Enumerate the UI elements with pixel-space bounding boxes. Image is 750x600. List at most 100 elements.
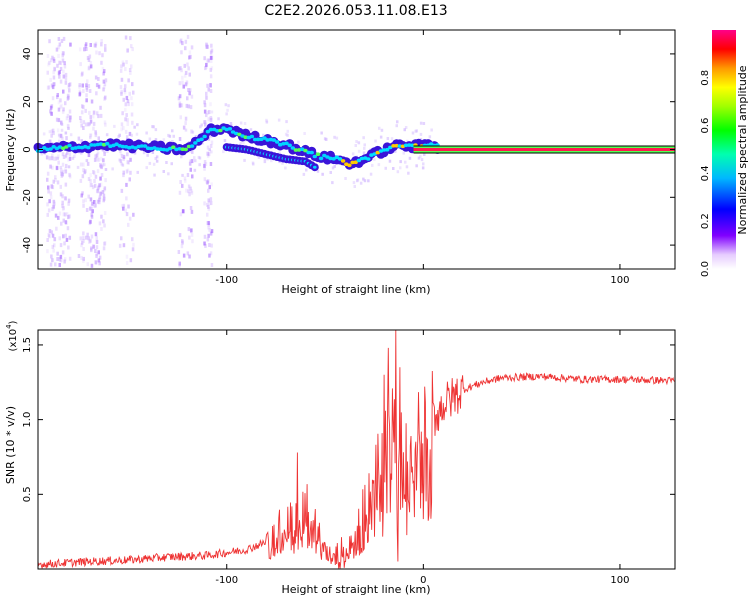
spectrogram-noise-mark	[56, 63, 59, 68]
ridge-core-mark	[356, 158, 362, 163]
spectrogram-noise-mark	[60, 221, 63, 226]
spectrogram-noise-mark	[184, 178, 187, 183]
spectrogram-noise-mark	[89, 60, 93, 65]
spectrogram-noise-mark	[199, 125, 202, 129]
spectrogram-noise-mark	[48, 39, 51, 44]
spectrogram-y-ticks: -40 -20 0 20 40	[22, 48, 675, 253]
spectrogram-noise-mark	[87, 84, 91, 88]
spectrogram-noise-mark	[171, 129, 174, 133]
spectrogram-noise-mark	[78, 47, 82, 52]
ridge-core-mark	[391, 144, 396, 148]
spectrogram-noise-mark	[97, 258, 100, 263]
spectrogram-noise-mark	[344, 177, 347, 180]
spectrogram-noise-mark	[188, 50, 192, 55]
spectrogram-noise-mark	[96, 186, 100, 191]
spectrogram-noise-mark	[170, 162, 173, 166]
spectrogram-noise-mark	[94, 249, 97, 253]
spectrogram-noise-mark	[82, 120, 86, 125]
ridge-core-mark	[318, 156, 324, 161]
spectrogram-noise-mark	[87, 236, 90, 241]
spectrogram-noise-mark	[97, 84, 101, 89]
snr-x-tick-label: 100	[610, 575, 629, 586]
spectrogram-noise-mark	[123, 88, 127, 93]
ridge-core-mark	[155, 147, 160, 151]
spectrogram-y-tick-label: 0	[22, 146, 33, 152]
spectrogram-noise-mark	[388, 159, 392, 163]
spectrogram-noise-mark	[188, 55, 191, 60]
spectrogram-noise-mark	[359, 181, 363, 185]
spectrogram-noise-mark	[82, 168, 85, 173]
spectrogram-noise-mark	[392, 167, 395, 170]
spectrogram-noise-mark	[177, 250, 181, 254]
spectrogram-noise-mark	[48, 229, 52, 233]
spectrogram-noise-mark	[356, 179, 359, 183]
spectrogram-noise-mark	[71, 156, 75, 160]
spectrogram-noise-mark	[178, 190, 182, 195]
ridge-core-mark	[120, 144, 126, 149]
spectrogram-noise-mark	[210, 182, 213, 187]
spectrogram-noise-mark	[61, 203, 64, 208]
snr-scale-label: (x104)	[5, 320, 19, 351]
spectrogram-noise-mark	[67, 83, 71, 87]
spectrogram-noise-mark	[168, 134, 172, 138]
spectrogram-noise-mark	[102, 79, 106, 84]
spectrogram-noise-mark	[89, 179, 92, 184]
ridge-core-mark	[202, 134, 207, 139]
spectrogram-noise-mark	[63, 64, 67, 69]
spectrogram-noise-mark	[96, 199, 100, 204]
spectrogram-noise-mark	[61, 194, 64, 199]
spectrogram-noise-mark	[88, 110, 91, 115]
spectrogram-noise-mark	[53, 67, 56, 72]
spectrogram-noise-mark	[379, 135, 383, 139]
spectrogram-noise-mark	[129, 36, 132, 41]
spectrogram-noise-mark	[59, 254, 63, 259]
spectrogram-noise-mark	[60, 122, 63, 126]
spectrogram-noise-mark	[402, 151, 405, 155]
ridge-core-mark	[105, 141, 110, 146]
spectrogram-noise-mark	[154, 157, 157, 160]
spectrogram-noise-mark	[404, 126, 408, 129]
spectrogram-noise-mark	[186, 173, 190, 177]
spectrogram-noise-mark	[209, 201, 213, 206]
spectrogram-marks	[33, 34, 675, 268]
spectrogram-noise-mark	[56, 156, 59, 160]
spectrogram-noise-mark	[94, 75, 98, 80]
spectrogram-noise-mark	[51, 244, 54, 249]
spectrogram-noise-mark	[100, 156, 103, 161]
spectrogram-noise-mark	[127, 78, 130, 83]
spectrogram-noise-mark	[184, 121, 187, 126]
spectrogram-noise-mark	[185, 188, 188, 193]
spectrogram-noise-mark	[428, 135, 432, 139]
ridge-core-mark	[381, 148, 387, 152]
ridge-core-mark	[218, 128, 223, 133]
spectrogram-noise-mark	[207, 58, 210, 63]
spectrogram-noise-mark	[125, 60, 128, 65]
spectrogram-noise-mark	[223, 139, 227, 142]
spectrogram-noise-mark	[205, 113, 208, 118]
ridge-core-mark	[139, 144, 144, 148]
ridge-core-mark	[199, 137, 204, 142]
spectrogram-noise-mark	[136, 170, 139, 174]
colorbar: 0.0 0.2 0.4 0.6 0.8 Normalized spectral ampl…	[700, 30, 749, 277]
spectrogram-noise-mark	[103, 163, 106, 167]
spectrogram-noise-mark	[50, 230, 53, 235]
ridge-core-mark	[410, 143, 415, 148]
spectrogram-noise-mark	[191, 174, 194, 179]
spectrogram-noise-mark	[119, 85, 123, 90]
spectrogram-noise-mark	[354, 144, 357, 147]
spectrogram-noise-mark	[94, 203, 97, 208]
spectrogram-noise-mark	[52, 205, 55, 210]
spectrogram-noise-mark	[96, 151, 100, 155]
spectrogram-noise-mark	[113, 124, 116, 128]
spectrogram-noise-mark	[103, 82, 107, 87]
spectrogram-noise-mark	[87, 153, 91, 158]
spectrogram-noise-mark	[95, 236, 98, 241]
spectrogram-noise-mark	[57, 107, 61, 112]
spectrogram-noise-mark	[126, 168, 130, 173]
spectrogram-noise-mark	[54, 262, 57, 267]
spectrogram-noise-mark	[374, 139, 377, 143]
spectrogram-noise-mark	[130, 133, 133, 137]
spectrogram-noise-mark	[209, 50, 213, 55]
spectrogram-noise-mark	[207, 188, 210, 193]
spectrogram-noise-mark	[191, 239, 194, 244]
